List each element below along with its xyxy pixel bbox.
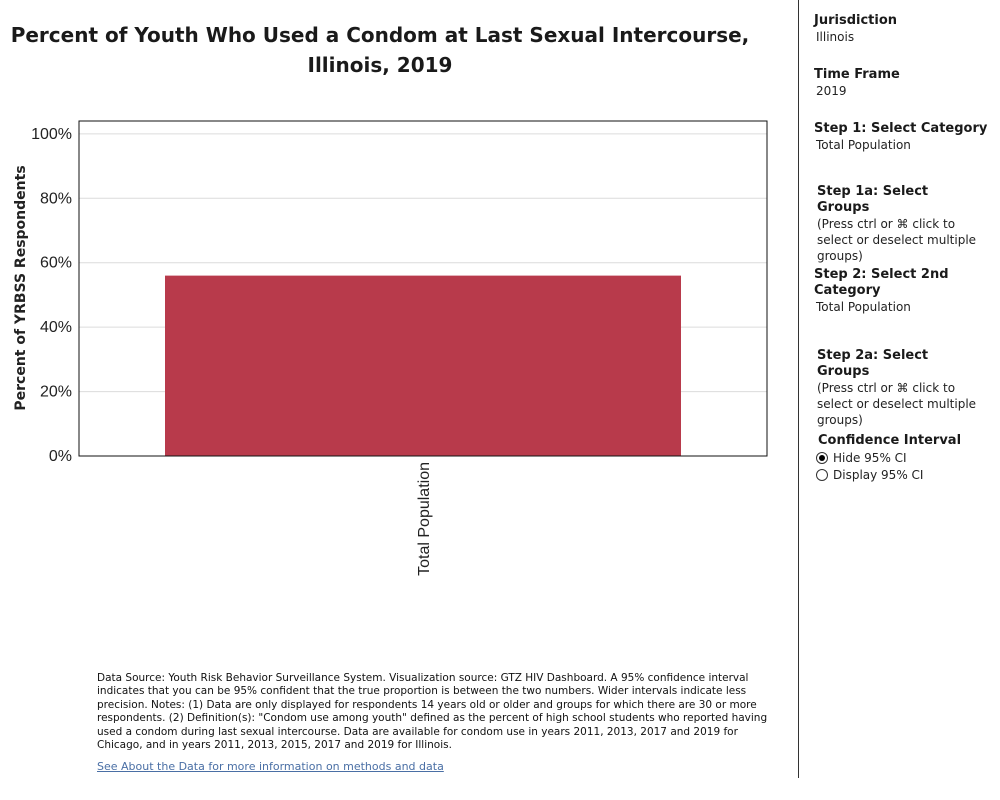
y-tick-label: 100% [31,126,72,143]
confidence-interval-control[interactable]: Confidence Interval Hide 95% CI Display … [816,433,962,483]
y-tick-label: 60% [40,255,72,272]
time-frame-value[interactable]: 2019 [816,84,847,98]
y-tick-label: 40% [40,319,72,336]
display-ci-option[interactable]: Display 95% CI [816,466,961,483]
y-tick-label: 80% [40,190,72,207]
y-tick-label: 20% [40,384,72,401]
data-source-footnote: Data Source: Youth Risk Behavior Surveil… [97,672,768,752]
category-filter[interactable]: Step 1: Select Category Total Population [814,121,987,153]
display-ci-radio[interactable] [816,468,828,481]
jurisdiction-filter[interactable]: Jurisdiction Illinois [814,13,897,45]
second-groups-filter[interactable]: Step 2a: Select Groups (Press ctrl or ⌘ … [817,348,982,428]
second-category-filter[interactable]: Step 2: Select 2nd Category Total Popula… [814,267,964,315]
y-tick-labels: 0% 20% 40% 60% 80% 100% [31,126,72,465]
groups-filter[interactable]: Step 1a: Select Groups (Press ctrl or ⌘ … [817,184,982,264]
jurisdiction-value[interactable]: Illinois [816,30,855,44]
y-tick-label: 0% [49,448,72,465]
bar-chart: 0% 20% 40% 60% 80% 100% Total Population Perc… [13,120,768,576]
panel-divider [798,0,799,778]
display-ci-label: Display 95% CI [833,467,924,482]
time-frame-title: Time Frame [814,67,900,82]
confidence-interval-title: Confidence Interval [818,433,962,448]
hide-ci-option[interactable]: Hide 95% CI [816,449,961,466]
second-groups-note: (Press ctrl or ⌘ click to select or dese… [817,381,977,427]
x-tick-label: Total Population [416,462,433,576]
y-axis-label: Percent of YRBSS Respondents [13,165,29,410]
about-data-link[interactable]: See About the Data for more information … [97,760,444,773]
category-value[interactable]: Total Population [816,138,911,152]
chart-title: Percent of Youth Who Used a Condom at La… [10,23,750,77]
category-title: Step 1: Select Category [814,121,988,136]
hide-ci-label: Hide 95% CI [833,450,907,465]
groups-note: (Press ctrl or ⌘ click to select or dese… [817,217,977,263]
plot-frame [78,120,768,457]
jurisdiction-title: Jurisdiction [814,13,898,28]
x-tick-labels: Total Population [416,462,433,576]
second-category-title: Step 2: Select 2nd Category [814,267,949,298]
time-frame-filter[interactable]: Time Frame 2019 [814,67,900,99]
second-groups-title: Step 2a: Select Groups [817,348,929,379]
bars [165,275,681,456]
groups-title: Step 1a: Select Groups [817,184,929,215]
hide-ci-radio[interactable] [816,451,828,464]
bar[interactable] [165,275,681,456]
second-category-value[interactable]: Total Population [816,300,911,314]
